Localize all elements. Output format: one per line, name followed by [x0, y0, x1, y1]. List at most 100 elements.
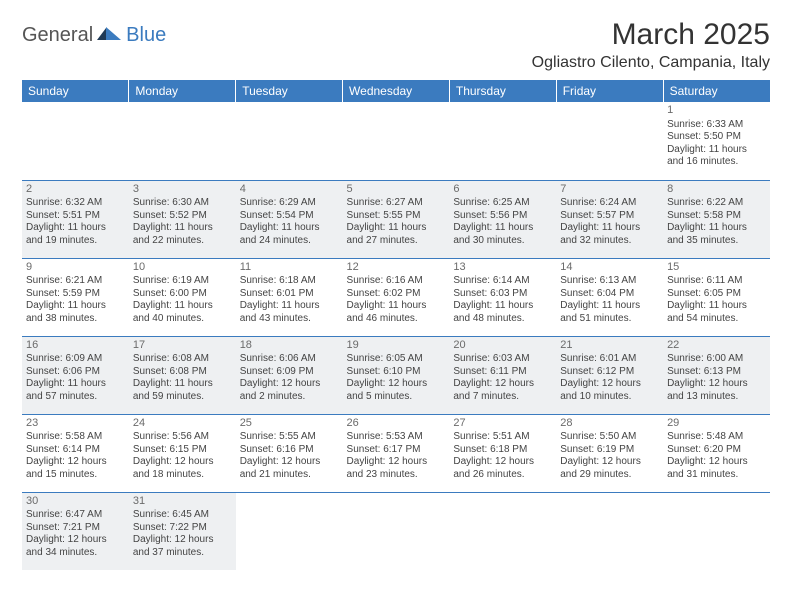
day-number: 13: [453, 261, 552, 275]
daylight-text: Daylight: 11 hours and 30 minutes.: [453, 222, 552, 247]
calendar-cell: 19Sunrise: 6:05 AMSunset: 6:10 PMDayligh…: [343, 336, 450, 414]
calendar-cell: 23Sunrise: 5:58 AMSunset: 6:14 PMDayligh…: [22, 414, 129, 492]
daylight-text: Daylight: 11 hours and 32 minutes.: [560, 222, 659, 247]
sunset-text: Sunset: 6:15 PM: [133, 444, 232, 457]
weekday-header: Wednesday: [343, 80, 450, 102]
sunset-text: Sunset: 7:22 PM: [133, 522, 232, 535]
daylight-text: Daylight: 11 hours and 51 minutes.: [560, 300, 659, 325]
daylight-text: Daylight: 11 hours and 40 minutes.: [133, 300, 232, 325]
daylight-text: Daylight: 11 hours and 22 minutes.: [133, 222, 232, 247]
calendar-cell-empty: [663, 492, 770, 570]
daylight-text: Daylight: 11 hours and 24 minutes.: [240, 222, 339, 247]
day-number: 22: [667, 339, 766, 353]
sunset-text: Sunset: 5:50 PM: [667, 131, 766, 144]
day-number: 27: [453, 417, 552, 431]
calendar-cell: 9Sunrise: 6:21 AMSunset: 5:59 PMDaylight…: [22, 258, 129, 336]
sunset-text: Sunset: 5:51 PM: [26, 210, 125, 223]
calendar-cell: 30Sunrise: 6:47 AMSunset: 7:21 PMDayligh…: [22, 492, 129, 570]
daylight-text: Daylight: 11 hours and 16 minutes.: [667, 144, 766, 169]
daylight-text: Daylight: 11 hours and 19 minutes.: [26, 222, 125, 247]
day-number: 21: [560, 339, 659, 353]
calendar-cell: 16Sunrise: 6:09 AMSunset: 6:06 PMDayligh…: [22, 336, 129, 414]
sunset-text: Sunset: 6:04 PM: [560, 288, 659, 301]
sunset-text: Sunset: 6:16 PM: [240, 444, 339, 457]
sunrise-text: Sunrise: 6:45 AM: [133, 509, 232, 522]
sunset-text: Sunset: 5:54 PM: [240, 210, 339, 223]
sunrise-text: Sunrise: 6:24 AM: [560, 197, 659, 210]
calendar-week-row: 1Sunrise: 6:33 AMSunset: 5:50 PMDaylight…: [22, 102, 770, 180]
daylight-text: Daylight: 12 hours and 23 minutes.: [347, 456, 446, 481]
sunrise-text: Sunrise: 6:06 AM: [240, 353, 339, 366]
calendar-cell: 4Sunrise: 6:29 AMSunset: 5:54 PMDaylight…: [236, 180, 343, 258]
daylight-text: Daylight: 12 hours and 21 minutes.: [240, 456, 339, 481]
calendar-cell: 28Sunrise: 5:50 AMSunset: 6:19 PMDayligh…: [556, 414, 663, 492]
calendar-cell-empty: [343, 102, 450, 180]
calendar-cell-empty: [449, 492, 556, 570]
day-number: 9: [26, 261, 125, 275]
sunset-text: Sunset: 6:17 PM: [347, 444, 446, 457]
weekday-header: Friday: [556, 80, 663, 102]
daylight-text: Daylight: 12 hours and 37 minutes.: [133, 534, 232, 559]
sunrise-text: Sunrise: 6:01 AM: [560, 353, 659, 366]
daylight-text: Daylight: 12 hours and 7 minutes.: [453, 378, 552, 403]
logo-text-right: Blue: [126, 24, 166, 47]
title-block: March 2025 Ogliastro Cilento, Campania, …: [532, 18, 770, 72]
calendar-week-row: 2Sunrise: 6:32 AMSunset: 5:51 PMDaylight…: [22, 180, 770, 258]
calendar-cell: 10Sunrise: 6:19 AMSunset: 6:00 PMDayligh…: [129, 258, 236, 336]
sunset-text: Sunset: 6:01 PM: [240, 288, 339, 301]
calendar-cell: 12Sunrise: 6:16 AMSunset: 6:02 PMDayligh…: [343, 258, 450, 336]
sunrise-text: Sunrise: 5:56 AM: [133, 431, 232, 444]
calendar-cell-empty: [556, 102, 663, 180]
sunrise-text: Sunrise: 6:29 AM: [240, 197, 339, 210]
weekday-header: Tuesday: [236, 80, 343, 102]
calendar-cell: 5Sunrise: 6:27 AMSunset: 5:55 PMDaylight…: [343, 180, 450, 258]
calendar-cell: 21Sunrise: 6:01 AMSunset: 6:12 PMDayligh…: [556, 336, 663, 414]
calendar-cell-empty: [236, 102, 343, 180]
sunrise-text: Sunrise: 6:08 AM: [133, 353, 232, 366]
calendar-cell: 15Sunrise: 6:11 AMSunset: 6:05 PMDayligh…: [663, 258, 770, 336]
sunset-text: Sunset: 6:20 PM: [667, 444, 766, 457]
logo-text-left: General: [22, 24, 93, 47]
sunset-text: Sunset: 6:00 PM: [133, 288, 232, 301]
daylight-text: Daylight: 11 hours and 43 minutes.: [240, 300, 339, 325]
weekday-header: Sunday: [22, 80, 129, 102]
logo-flag-icon: [97, 26, 123, 46]
calendar-cell: 1Sunrise: 6:33 AMSunset: 5:50 PMDaylight…: [663, 102, 770, 180]
sunrise-text: Sunrise: 6:27 AM: [347, 197, 446, 210]
sunset-text: Sunset: 6:05 PM: [667, 288, 766, 301]
sunrise-text: Sunrise: 6:19 AM: [133, 275, 232, 288]
sunset-text: Sunset: 6:08 PM: [133, 366, 232, 379]
day-number: 1: [667, 104, 766, 118]
sunrise-text: Sunrise: 6:25 AM: [453, 197, 552, 210]
calendar-cell: 17Sunrise: 6:08 AMSunset: 6:08 PMDayligh…: [129, 336, 236, 414]
day-number: 5: [347, 183, 446, 197]
sunset-text: Sunset: 5:52 PM: [133, 210, 232, 223]
sunset-text: Sunset: 6:10 PM: [347, 366, 446, 379]
sunset-text: Sunset: 6:13 PM: [667, 366, 766, 379]
daylight-text: Daylight: 12 hours and 2 minutes.: [240, 378, 339, 403]
day-number: 28: [560, 417, 659, 431]
sunset-text: Sunset: 5:57 PM: [560, 210, 659, 223]
sunrise-text: Sunrise: 5:50 AM: [560, 431, 659, 444]
sunset-text: Sunset: 6:02 PM: [347, 288, 446, 301]
daylight-text: Daylight: 12 hours and 34 minutes.: [26, 534, 125, 559]
daylight-text: Daylight: 12 hours and 29 minutes.: [560, 456, 659, 481]
sunrise-text: Sunrise: 6:32 AM: [26, 197, 125, 210]
day-number: 8: [667, 183, 766, 197]
day-number: 29: [667, 417, 766, 431]
calendar-cell: 7Sunrise: 6:24 AMSunset: 5:57 PMDaylight…: [556, 180, 663, 258]
sunrise-text: Sunrise: 5:53 AM: [347, 431, 446, 444]
day-number: 23: [26, 417, 125, 431]
daylight-text: Daylight: 12 hours and 15 minutes.: [26, 456, 125, 481]
calendar-cell: 22Sunrise: 6:00 AMSunset: 6:13 PMDayligh…: [663, 336, 770, 414]
day-number: 16: [26, 339, 125, 353]
calendar-cell: 31Sunrise: 6:45 AMSunset: 7:22 PMDayligh…: [129, 492, 236, 570]
daylight-text: Daylight: 11 hours and 38 minutes.: [26, 300, 125, 325]
day-number: 31: [133, 495, 232, 509]
day-number: 11: [240, 261, 339, 275]
header: General Blue March 2025 Ogliastro Cilent…: [22, 18, 770, 72]
calendar-cell: 25Sunrise: 5:55 AMSunset: 6:16 PMDayligh…: [236, 414, 343, 492]
sunset-text: Sunset: 5:56 PM: [453, 210, 552, 223]
daylight-text: Daylight: 11 hours and 57 minutes.: [26, 378, 125, 403]
sunrise-text: Sunrise: 6:47 AM: [26, 509, 125, 522]
